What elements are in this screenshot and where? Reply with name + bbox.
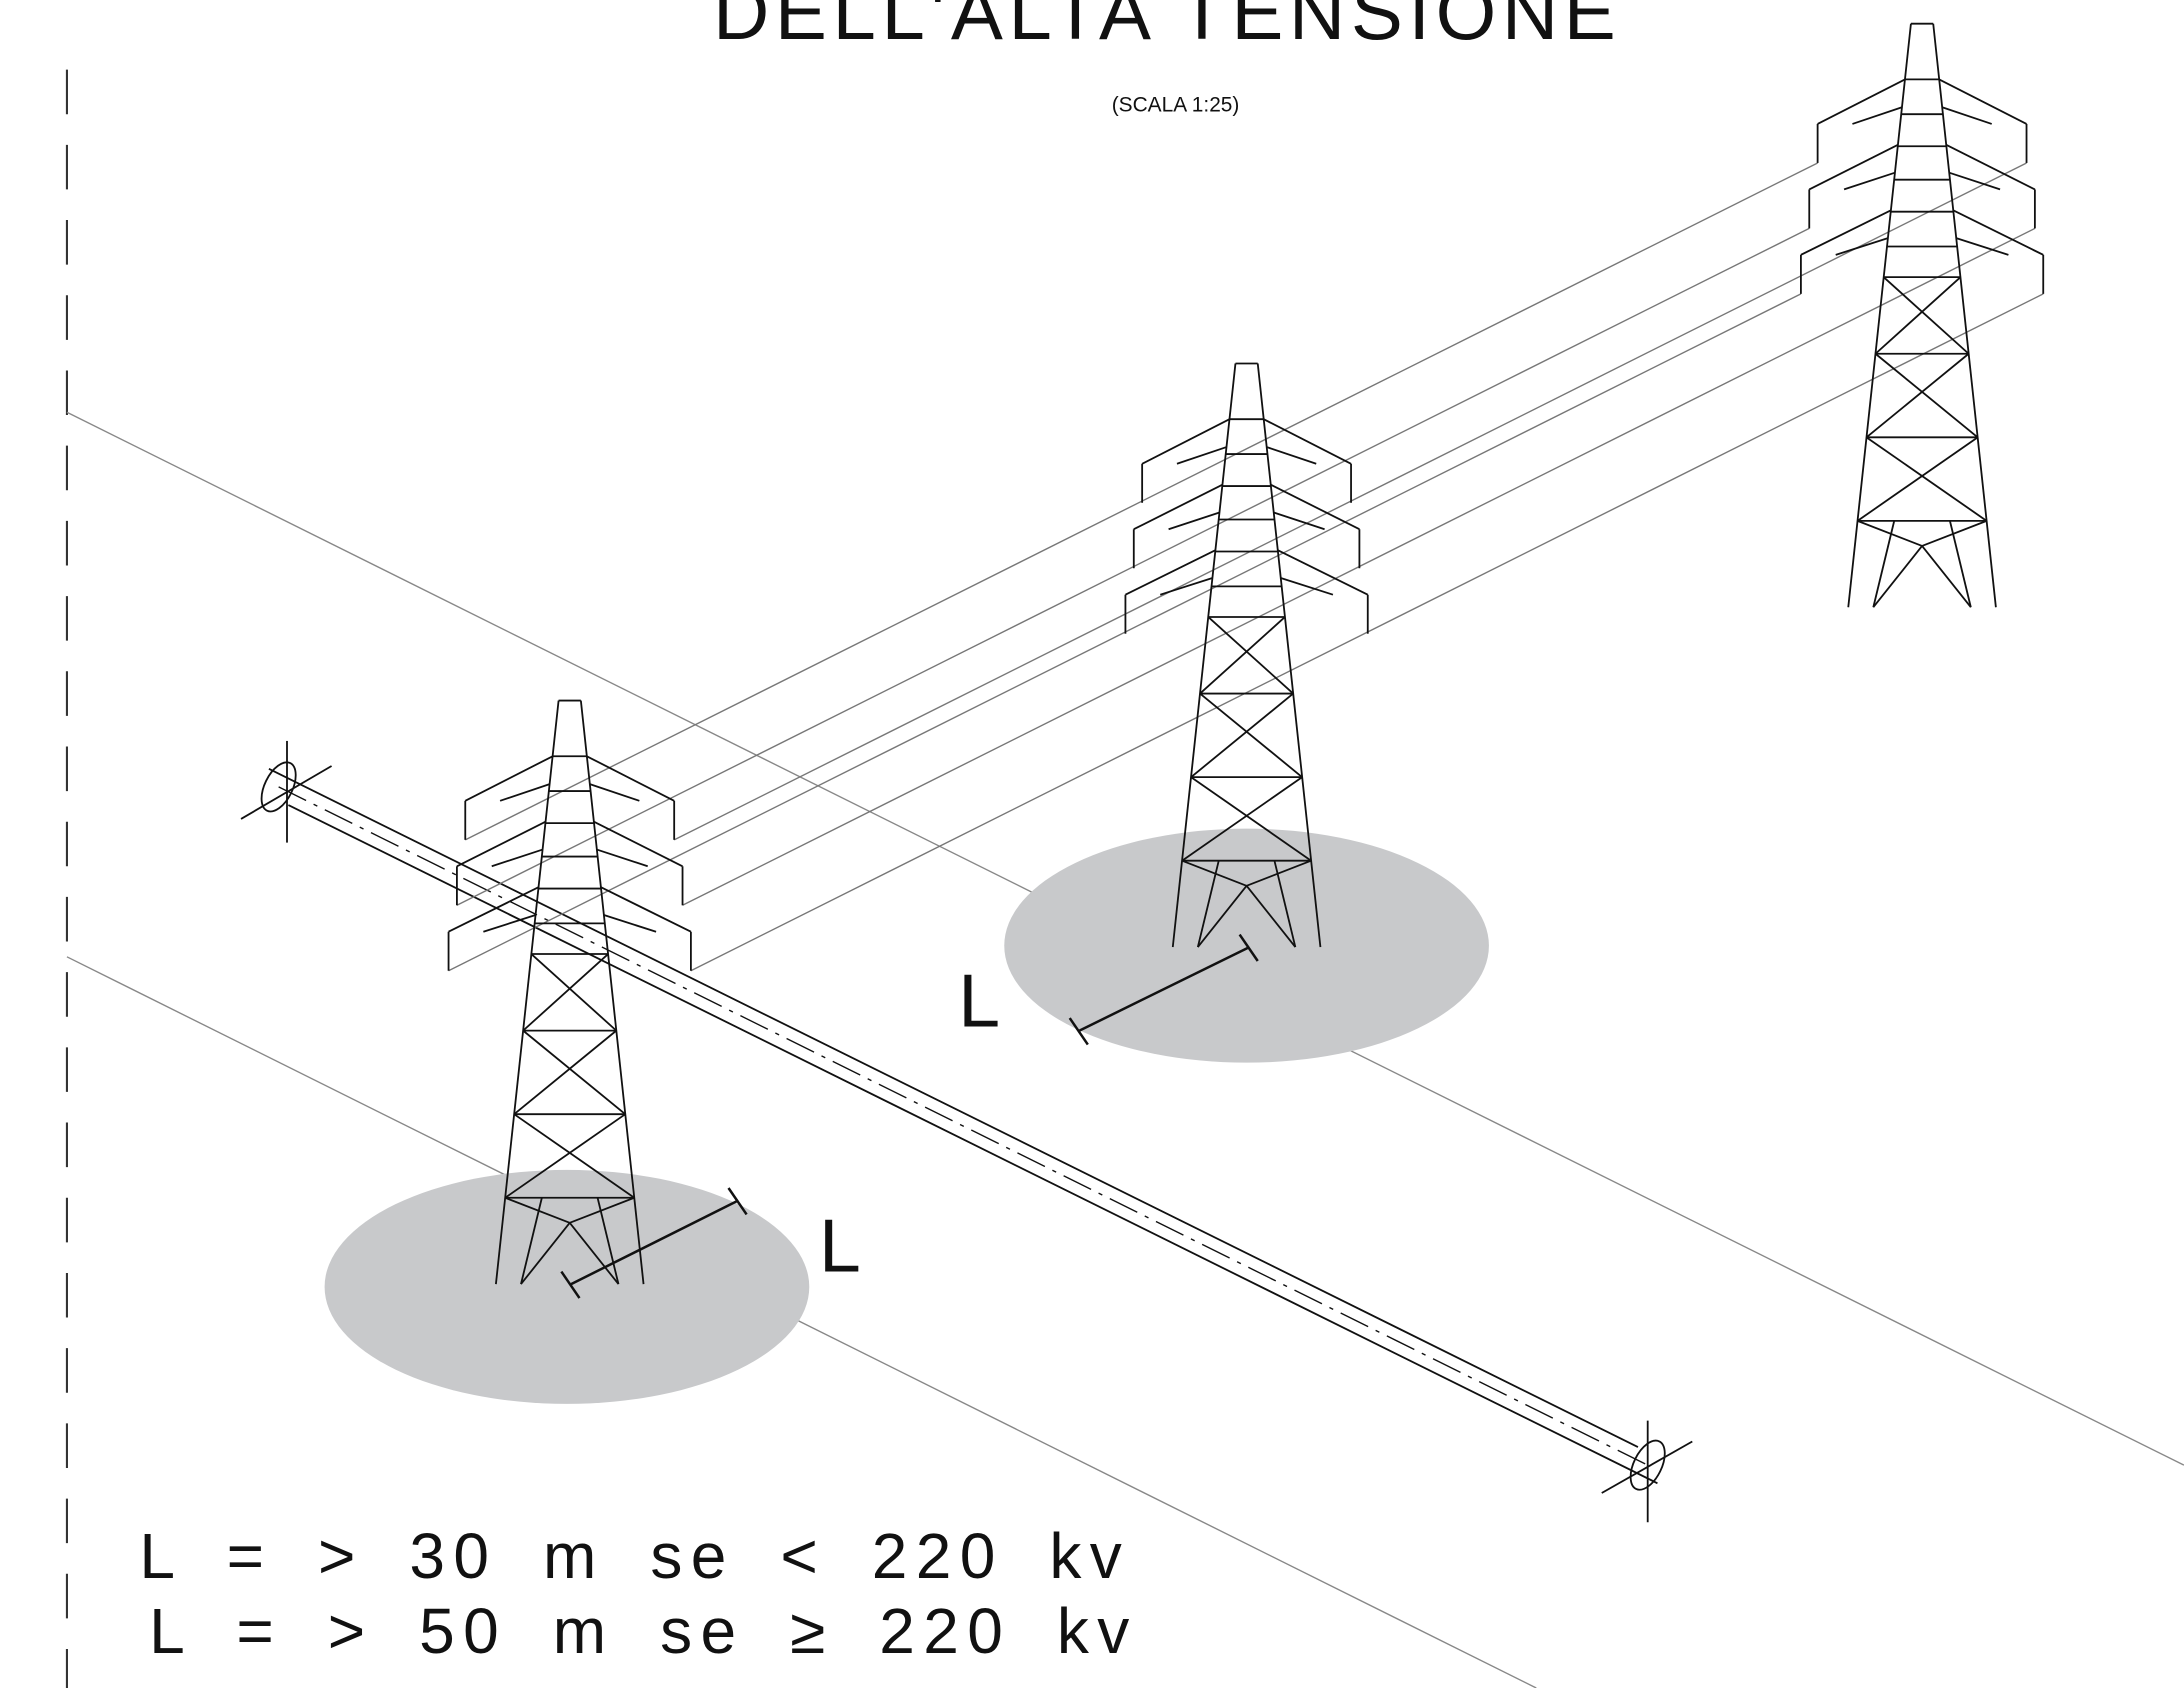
stroke xyxy=(604,915,656,932)
stroke xyxy=(492,850,543,867)
stroke xyxy=(1818,79,1905,124)
stroke xyxy=(523,1031,625,1115)
stroke xyxy=(1278,550,1368,595)
stroke xyxy=(1142,419,1229,464)
drawing: DELL'ALTA TENSIONE (SCALA 1:25) L L L = … xyxy=(0,0,2184,1688)
stroke xyxy=(1939,79,2026,124)
stroke xyxy=(1125,550,1215,595)
stroke xyxy=(523,954,608,1031)
stroke xyxy=(531,954,616,1031)
stroke xyxy=(1949,173,2000,190)
stroke xyxy=(1208,617,1293,694)
stroke xyxy=(465,756,552,801)
stroke xyxy=(1884,277,1969,354)
stroke xyxy=(1801,210,1891,255)
subtitle: (SCALA 1:25) xyxy=(1112,93,1240,116)
buffer-zone xyxy=(325,1170,810,1404)
pylon xyxy=(1801,24,2043,608)
stroke xyxy=(1844,173,1895,190)
title: DELL'ALTA TENSIONE xyxy=(713,0,1621,56)
stroke xyxy=(1953,210,2043,255)
stroke xyxy=(1858,437,1978,521)
stroke xyxy=(514,1031,616,1115)
stroke xyxy=(1191,694,1293,778)
stroke xyxy=(1867,354,1969,438)
stroke xyxy=(1836,238,1888,255)
stroke xyxy=(1867,437,1987,521)
stroke xyxy=(500,784,550,801)
stroke xyxy=(1942,107,1992,124)
towers xyxy=(449,24,2044,1284)
stroke xyxy=(1875,354,1977,438)
stroke xyxy=(587,756,674,801)
stroke xyxy=(1852,107,1902,124)
dimension-label: L xyxy=(819,1204,861,1288)
stroke xyxy=(1264,419,1351,464)
stroke xyxy=(457,822,546,867)
formula: L = > 30 m se < 220 kv xyxy=(139,1520,1130,1592)
stroke xyxy=(1177,447,1227,464)
stroke xyxy=(597,850,648,867)
stroke xyxy=(601,887,691,932)
stroke xyxy=(1200,617,1285,694)
stroke xyxy=(1267,447,1317,464)
stroke xyxy=(594,822,683,867)
stroke xyxy=(1200,694,1302,778)
page: {"header":{"title":"DELL'ALTA TENSIONE",… xyxy=(0,0,2184,1688)
stroke xyxy=(1946,145,2035,190)
stroke xyxy=(1134,485,1223,530)
stroke xyxy=(590,784,640,801)
dimension-label: L xyxy=(958,958,1000,1042)
stroke xyxy=(1809,145,1898,190)
formula: L = > 50 m se ≥ 220 kv xyxy=(149,1595,1138,1667)
stroke xyxy=(1956,238,2008,255)
stroke xyxy=(1271,485,1360,530)
